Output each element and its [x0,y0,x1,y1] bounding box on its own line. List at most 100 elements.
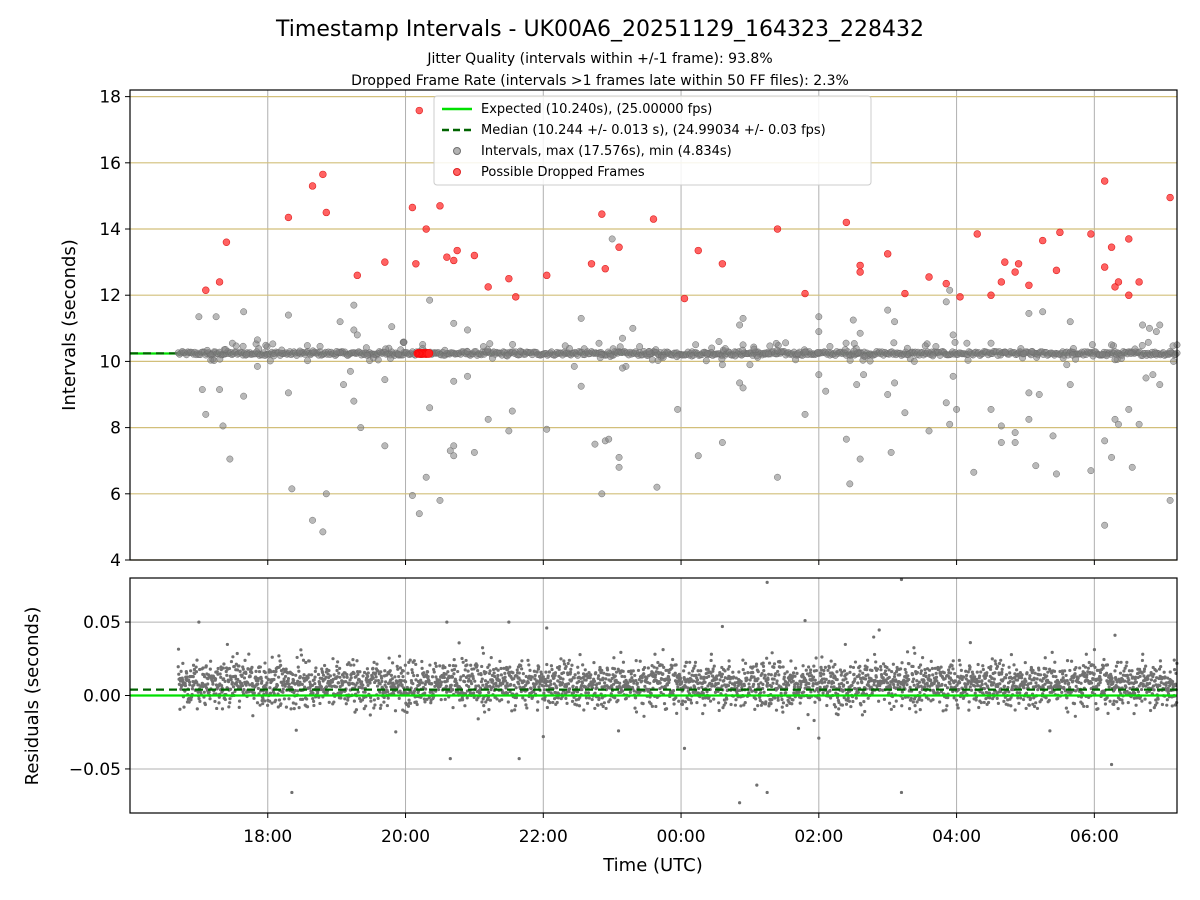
interval-point [426,404,434,412]
residual-point [410,668,414,672]
residual-point [882,697,887,701]
residual-point [995,664,1000,669]
residual-point [539,672,544,676]
residual-point [973,684,977,688]
residual-point [925,681,929,685]
residual-point [376,696,380,701]
dropped-frame-point [322,208,331,217]
residual-point [231,685,236,689]
residual-point [1083,671,1087,675]
residual-point [645,676,649,680]
residual-point [330,684,334,688]
residual-point [796,682,800,686]
residual-point [290,790,294,795]
residual-point [388,669,392,673]
residual-point [727,664,731,669]
residual-point [452,658,456,662]
residual-point [811,682,815,686]
residual-point [809,668,813,672]
residual-point [1009,704,1013,708]
interval-point [949,372,957,380]
residual-point [1080,691,1085,696]
residual-point [371,666,375,670]
residual-point [780,697,784,702]
residual-point [303,685,307,689]
residual-point [1012,681,1016,685]
residual-point [206,682,210,686]
residual-point [601,676,605,680]
residual-point [699,675,703,679]
residual-point [745,677,749,682]
residual-point [738,801,742,805]
residual-point [792,691,796,695]
residual-point [731,670,735,674]
residual-point [263,670,267,675]
residual-point [607,673,611,677]
residual-point [813,678,817,682]
interval-point [195,313,203,321]
residual-point [813,700,817,704]
residual-point [487,671,492,676]
residual-point [351,658,355,662]
residual-point [1051,674,1055,679]
residual-point [696,669,700,673]
residual-point [1133,675,1138,679]
residual-point [859,703,863,707]
interval-point [1139,321,1147,329]
residual-point [1082,704,1086,708]
residual-point [571,684,575,688]
residual-point [189,669,193,673]
residual-point [719,675,724,679]
residual-point [1127,678,1131,682]
residual-point [1146,677,1150,681]
residual-point [739,704,743,708]
interval-point [1011,439,1019,446]
interval-point [1089,352,1097,360]
residual-point [1099,678,1103,682]
residual-point [1107,685,1111,689]
residual-point [387,656,391,660]
dropped-frame-point [1038,236,1047,245]
residual-point [612,682,616,686]
interval-point [1149,371,1157,379]
residual-point [414,662,418,667]
interval-point [1025,415,1033,423]
residual-point [659,690,663,695]
residual-point [191,663,196,667]
dropped-frame-point [412,260,420,268]
residual-point [597,681,602,685]
residual-point [401,674,405,679]
residual-point [1008,679,1012,684]
residual-point [680,702,685,706]
residual-point [1109,762,1114,767]
residual-point [964,673,969,678]
residual-point [356,672,360,677]
interval-point [202,410,210,418]
residual-point [630,676,634,680]
residual-point [284,667,288,671]
dropped-frame-point [649,215,658,223]
residual-point [912,646,916,650]
residual-point [216,666,220,671]
dropped-frame-point [942,279,950,288]
residual-point [463,668,467,672]
interval-point [255,345,263,353]
residual-point [718,678,722,682]
interval-point [815,371,823,379]
residual-point [327,668,331,673]
interval-point [446,447,454,455]
residual-point [758,698,762,703]
residual-point [621,669,625,673]
residual-point [326,672,330,676]
residual-point [1061,672,1065,676]
residual-point [264,675,268,679]
residual-point [737,670,741,674]
residual-point [325,685,329,689]
interval-point [1152,350,1159,358]
residual-point [207,690,211,694]
residual-point [988,667,993,671]
interval-point [619,334,626,342]
residual-point [335,668,339,673]
residual-point [826,668,830,672]
residual-point [475,663,479,668]
